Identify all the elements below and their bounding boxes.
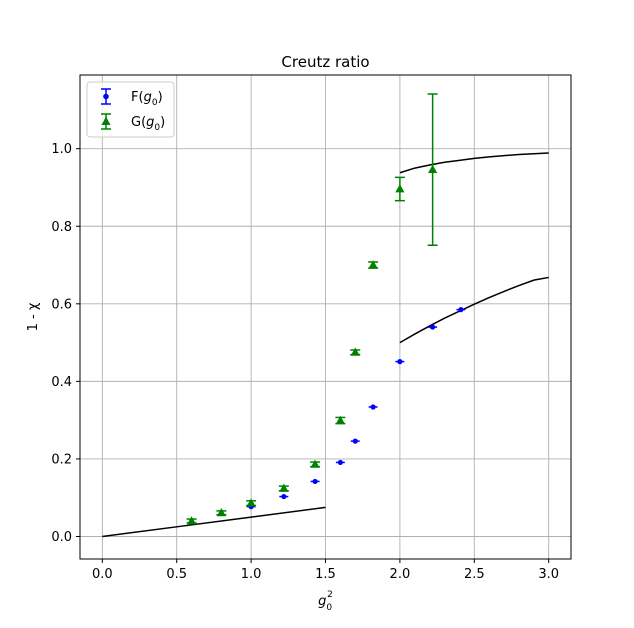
data-point-circle xyxy=(312,478,318,485)
y-tick-label: 0.4 xyxy=(51,375,72,390)
data-point-circle xyxy=(397,358,403,365)
data-point-triangle xyxy=(279,483,289,492)
fit-curves xyxy=(102,152,549,538)
x-tick-label: 1.5 xyxy=(315,567,336,582)
data-point-circle xyxy=(337,459,343,466)
data-point-circle xyxy=(352,438,358,444)
y-axis-label: 1 - χ xyxy=(26,302,41,331)
x-tick-label: 0.5 xyxy=(166,567,187,582)
x-tick-label: 0.0 xyxy=(92,567,113,582)
y-tick-label: 0.0 xyxy=(51,530,72,545)
data-series xyxy=(186,93,466,525)
data-point-triangle xyxy=(368,260,378,269)
data-point-circle xyxy=(458,307,464,313)
y-tick-label: 0.8 xyxy=(51,220,72,235)
chart-title: Creutz ratio xyxy=(281,53,369,71)
x-tick-label: 2.5 xyxy=(464,567,485,582)
data-point-circle xyxy=(281,493,287,500)
data-point-circle xyxy=(430,324,436,330)
data-point-triangle xyxy=(186,516,197,525)
legend: F(g0) G(g0) xyxy=(86,81,175,138)
x-tick-label: 1.0 xyxy=(241,567,262,582)
fit-curve xyxy=(399,152,549,174)
y-tick-label: 1.0 xyxy=(51,142,72,157)
x-axis-label: g02 xyxy=(318,590,333,613)
series-g xyxy=(186,93,438,525)
grid-lines xyxy=(80,75,571,559)
y-tick-label: 0.6 xyxy=(51,297,72,312)
y-tick-label: 0.2 xyxy=(51,452,72,467)
x-tick-label: 3.0 xyxy=(538,567,559,582)
legend-f-marker xyxy=(103,93,109,100)
legend-g-label: G(g0) xyxy=(131,115,165,133)
legend-entry-f: F(g0) xyxy=(101,88,163,108)
fit-curve xyxy=(399,276,549,344)
data-point-triangle xyxy=(428,164,438,174)
legend-entry-g: G(g0) xyxy=(101,113,165,133)
data-point-triangle xyxy=(246,498,256,507)
data-point-triangle xyxy=(310,459,320,468)
axis-ticks: 0.0 0.5 1.0 1.5 2.0 2.5 3.0 0.0 0.2 0.4 0.6 0.8 1.0 xyxy=(51,142,559,582)
data-point-triangle xyxy=(350,347,360,356)
x-tick-label: 2.0 xyxy=(390,567,411,582)
legend-f-label: F(g0) xyxy=(131,90,163,108)
legend-g-marker xyxy=(101,116,111,125)
fit-curve xyxy=(102,506,326,538)
data-point-circle xyxy=(370,404,376,410)
data-point-triangle xyxy=(335,415,345,424)
data-point-triangle xyxy=(216,508,226,517)
data-point-triangle xyxy=(395,184,405,193)
series-f xyxy=(246,307,466,510)
